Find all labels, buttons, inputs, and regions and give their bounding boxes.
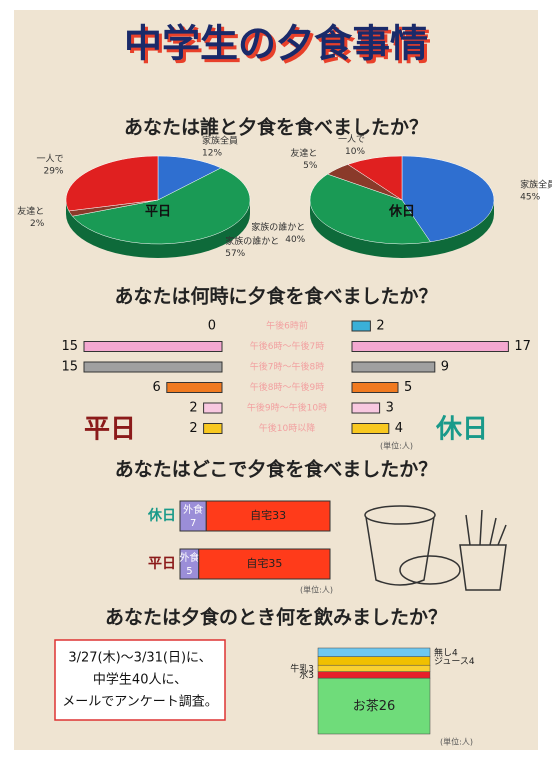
column-segment bbox=[318, 648, 430, 657]
segment-value: 4 bbox=[469, 656, 475, 666]
slice-value-label: 45% bbox=[520, 193, 540, 203]
slice-value-label: 10% bbox=[345, 147, 365, 157]
segment-value: 35 bbox=[268, 557, 282, 570]
unit-note: (単位:人) bbox=[300, 585, 333, 595]
slice-value-label: 2% bbox=[30, 219, 45, 229]
segment-name: 牛乳 bbox=[290, 662, 308, 674]
note-line: 中学生40人に、 bbox=[93, 672, 187, 688]
bar bbox=[352, 362, 435, 372]
slice-label: 友達と bbox=[290, 147, 317, 159]
segment-label: 外食 bbox=[179, 551, 199, 564]
segment-value: 33 bbox=[272, 509, 286, 522]
segment-name: 自宅 bbox=[246, 556, 268, 570]
time-label: 午後8時〜午後9時 bbox=[250, 381, 324, 393]
bar bbox=[204, 424, 222, 434]
time-label: 午後7時〜午後8時 bbox=[250, 361, 324, 373]
bar-value-label: 5 bbox=[404, 380, 412, 395]
time-label: 午後6時前 bbox=[266, 320, 308, 332]
slice-value-label: 40% bbox=[285, 235, 305, 245]
section-title: あなたはどこで夕食を食べましたか？ bbox=[115, 458, 437, 481]
segment-name: 自宅 bbox=[250, 508, 272, 522]
legend-label: 平日 bbox=[84, 415, 136, 445]
slice-label: 家族の誰かと bbox=[251, 221, 305, 233]
bar bbox=[84, 362, 222, 372]
bar-value-label: 17 bbox=[514, 339, 531, 354]
unit-note: (単位:人) bbox=[380, 441, 413, 451]
segment-name: 外食 bbox=[183, 503, 203, 516]
bar bbox=[352, 424, 389, 434]
slice-value-label: 5% bbox=[303, 161, 318, 171]
unit-note: (単位:人) bbox=[440, 737, 473, 747]
section-title: あなたは誰と夕食を食べましたか？ bbox=[124, 116, 428, 139]
section-title: あなたは何時に夕食を食べましたか？ bbox=[114, 285, 437, 308]
slice-label: 友達と bbox=[17, 205, 44, 217]
bar bbox=[84, 342, 222, 352]
time-label: 午後6時〜午後7時 bbox=[250, 340, 324, 352]
bar bbox=[167, 383, 222, 393]
legend-label: 休日 bbox=[435, 415, 488, 445]
bar bbox=[352, 383, 398, 393]
pie-center-label: 休日 bbox=[388, 204, 415, 220]
segment-name: お茶 bbox=[353, 698, 379, 714]
segment-name: 無し bbox=[434, 646, 452, 658]
slice-value-label: 57% bbox=[225, 249, 245, 259]
time-label: 午後9時〜午後10時 bbox=[247, 402, 327, 414]
category-label: 休日 bbox=[147, 507, 176, 524]
slice-value-label: 12% bbox=[202, 148, 222, 158]
segment-label: 7 bbox=[190, 518, 196, 529]
pie-center-label: 平日 bbox=[145, 205, 171, 220]
column-segment bbox=[318, 665, 430, 671]
category-label: 平日 bbox=[148, 556, 176, 572]
slice-label: 家族の誰かと bbox=[225, 235, 279, 247]
segment-value: 7 bbox=[190, 518, 196, 529]
bar-value-label: 9 bbox=[441, 360, 449, 375]
bar-value-label: 15 bbox=[61, 339, 78, 354]
note-line: メールでアンケート調査。 bbox=[62, 695, 217, 710]
segment-name: ジュース bbox=[434, 656, 469, 666]
slice-label: 一人で bbox=[338, 134, 365, 145]
note-line: 3/27(木)〜3/31(日)に、 bbox=[68, 651, 211, 666]
slice-label: 家族全員 bbox=[202, 134, 238, 146]
bar-value-label: 3 bbox=[386, 401, 394, 416]
segment-label: 外食 bbox=[183, 503, 203, 516]
slice-value-label: 29% bbox=[43, 166, 63, 176]
segment-name: 外食 bbox=[179, 551, 199, 564]
segment-label: 牛乳3 bbox=[290, 662, 314, 674]
time-label: 午後10時以降 bbox=[259, 422, 315, 434]
bar-value-label: 0 bbox=[208, 319, 216, 334]
segment-label: 自宅35 bbox=[246, 556, 282, 570]
segment-value: 26 bbox=[379, 699, 396, 714]
segment-label: 無し4 bbox=[434, 646, 458, 658]
bar bbox=[352, 403, 380, 413]
segment-value: 4 bbox=[452, 648, 458, 658]
poster-title: 中学生の夕食事情 bbox=[124, 22, 428, 66]
bar-value-label: 2 bbox=[376, 319, 384, 334]
section-title: あなたは夕食のとき何を飲みましたか？ bbox=[105, 606, 447, 629]
bar-value-label: 2 bbox=[189, 401, 197, 416]
bar bbox=[352, 321, 370, 331]
segment-label: お茶26 bbox=[353, 698, 396, 714]
bar-value-label: 6 bbox=[153, 380, 161, 395]
segment-label: ジュース4 bbox=[434, 656, 475, 666]
column-segment bbox=[318, 672, 430, 678]
segment-value: 5 bbox=[186, 566, 192, 577]
poster: 中学生の夕食事情 中学生の夕食事情 3/27(木)〜3/31(日)に、中学生40… bbox=[0, 0, 552, 760]
column-segment bbox=[318, 657, 430, 666]
bar bbox=[352, 342, 508, 352]
slice-label: 一人で bbox=[36, 153, 63, 164]
bar bbox=[204, 403, 222, 413]
segment-label: 5 bbox=[186, 566, 192, 577]
segment-label: 自宅33 bbox=[250, 508, 286, 522]
segment-value: 3 bbox=[308, 664, 314, 674]
bar-value-label: 4 bbox=[395, 421, 403, 436]
slice-label: 家族全員 bbox=[520, 179, 552, 191]
bar-value-label: 2 bbox=[189, 421, 197, 436]
bar-value-label: 15 bbox=[61, 360, 78, 375]
